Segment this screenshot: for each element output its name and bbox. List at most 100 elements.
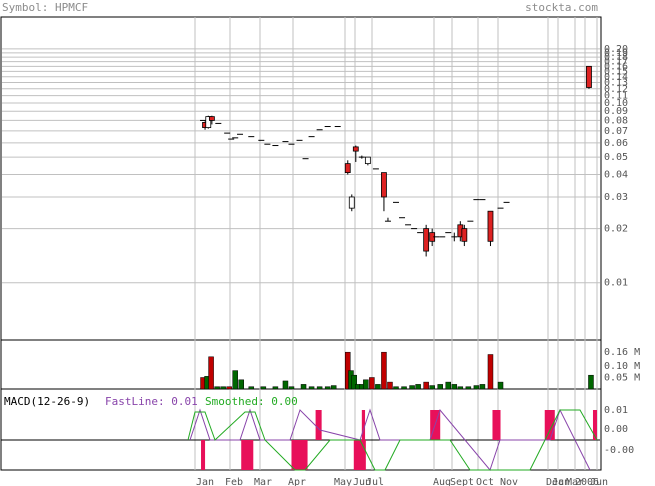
price-tick-label: 0.15 xyxy=(604,66,628,77)
volume-bar xyxy=(308,386,315,390)
macd-band xyxy=(361,410,366,440)
volume-bar xyxy=(248,386,255,390)
volume-bar xyxy=(288,386,295,390)
volume-tick-label: 0.16 M xyxy=(604,347,640,358)
volume-bar xyxy=(457,386,464,390)
volume-bar xyxy=(387,381,393,390)
macd-band xyxy=(241,440,254,470)
macd-band xyxy=(592,410,597,440)
volume-bar xyxy=(351,374,357,390)
candle-body xyxy=(344,163,351,174)
axes: 0.200.190.180.170.160.150.140.130.120.11… xyxy=(196,44,640,486)
price-tick-label: 0.18 xyxy=(604,52,628,63)
price-tick-label: 0.13 xyxy=(604,78,628,89)
x-tick-label: Jan xyxy=(552,477,570,486)
price-tick-label: 0.01 xyxy=(604,278,628,289)
volume-bar xyxy=(272,386,279,390)
volume-bar xyxy=(445,381,452,390)
volume-bar xyxy=(214,386,220,390)
macd-tick-label: 0.01 xyxy=(604,405,628,416)
volume-bar xyxy=(409,385,415,390)
price-tick-label: 0.04 xyxy=(604,170,628,181)
price-tick-label: 0.17 xyxy=(604,57,628,68)
price-tick-label: 0.03 xyxy=(604,192,628,203)
macd-smoothed-line xyxy=(187,409,598,471)
candle-body xyxy=(423,228,430,252)
macd-legend-fastline: FastLine: 0.01 xyxy=(105,395,198,408)
volume-bar xyxy=(415,384,421,390)
macd-legend-smoothed: Smoothed: 0.00 xyxy=(205,395,298,408)
volume-bar xyxy=(300,384,307,390)
macd-tick-label: 0.00 xyxy=(604,424,628,435)
volume-bar xyxy=(465,386,472,390)
price-tick-label: 0.08 xyxy=(604,115,628,126)
price-tick-label: 0.11 xyxy=(604,91,628,102)
x-tick-label: Aug xyxy=(433,477,451,486)
volume-bar xyxy=(401,386,407,390)
volume-bar xyxy=(208,356,214,390)
volume-tick-label: 0.10 M xyxy=(604,361,640,372)
x-tick-label: Mar xyxy=(566,477,584,486)
candle-body xyxy=(461,228,468,242)
volume-bar xyxy=(381,351,387,390)
price-tick-label: 0.09 xyxy=(604,106,628,117)
grid xyxy=(2,17,600,470)
x-tick-label: Nov xyxy=(500,477,518,486)
volume-bar xyxy=(451,384,458,390)
candles xyxy=(200,65,592,257)
price-panel-frame xyxy=(0,16,602,341)
macd-series xyxy=(1,408,600,472)
macd-title: MACD(12-26-9) xyxy=(4,395,90,408)
candle-body xyxy=(487,210,494,242)
volume-bar xyxy=(282,380,289,390)
volume-bar xyxy=(393,386,399,390)
price-tick-label: 0.16 xyxy=(604,61,628,72)
x-tick-label: Dec xyxy=(546,477,564,486)
x-tick-label: Mar xyxy=(254,477,272,486)
symbol-label: Symbol: HPMCF xyxy=(2,1,89,14)
candle-body xyxy=(586,65,592,88)
x-tick-label: Jul xyxy=(366,477,384,486)
x-tick-label: Apr xyxy=(288,477,306,486)
macd-band xyxy=(291,440,308,470)
volume-tick-label: 0.05 M xyxy=(604,373,640,384)
macd-band xyxy=(201,440,206,470)
price-tick-label: 0.12 xyxy=(604,84,628,95)
volume-bar xyxy=(220,386,226,390)
macd-band xyxy=(315,410,322,440)
candle-body xyxy=(208,116,215,121)
price-tick-label: 0.05 xyxy=(604,152,628,163)
volume-bar xyxy=(497,381,504,390)
volume-bar xyxy=(423,381,429,390)
macd-band xyxy=(357,440,362,470)
volume-bar xyxy=(429,385,435,390)
macd-band xyxy=(544,410,555,440)
volume-bar xyxy=(487,354,494,390)
volume-bars xyxy=(200,351,594,390)
x-tick-label: Feb xyxy=(225,477,243,486)
volume-bar xyxy=(260,386,267,390)
macd-tick-label: -0.00 xyxy=(604,445,634,456)
candle-body xyxy=(352,146,359,152)
volume-bar xyxy=(437,384,443,390)
candle-body xyxy=(364,156,371,165)
price-tick-label: 0.20 xyxy=(604,44,628,55)
volume-bar xyxy=(232,370,238,390)
x-tick-label: Jun xyxy=(590,477,608,486)
volume-bar xyxy=(473,385,480,390)
volume-bar xyxy=(363,379,369,390)
candle-body xyxy=(381,172,387,198)
volume-panel-frame xyxy=(0,339,602,390)
x-tick-label: Jun xyxy=(353,477,371,486)
x-tick-label: May xyxy=(334,477,352,486)
macd-band xyxy=(492,410,501,440)
volume-bar xyxy=(330,385,337,390)
x-tick-label: Oct xyxy=(476,477,494,486)
x-tick-label: Sept xyxy=(450,477,474,486)
price-tick-label: 0.10 xyxy=(604,98,628,109)
volume-bar xyxy=(324,386,331,390)
candle-body xyxy=(205,116,212,128)
volume-bar xyxy=(316,386,323,390)
price-tick-label: 0.06 xyxy=(604,138,628,149)
